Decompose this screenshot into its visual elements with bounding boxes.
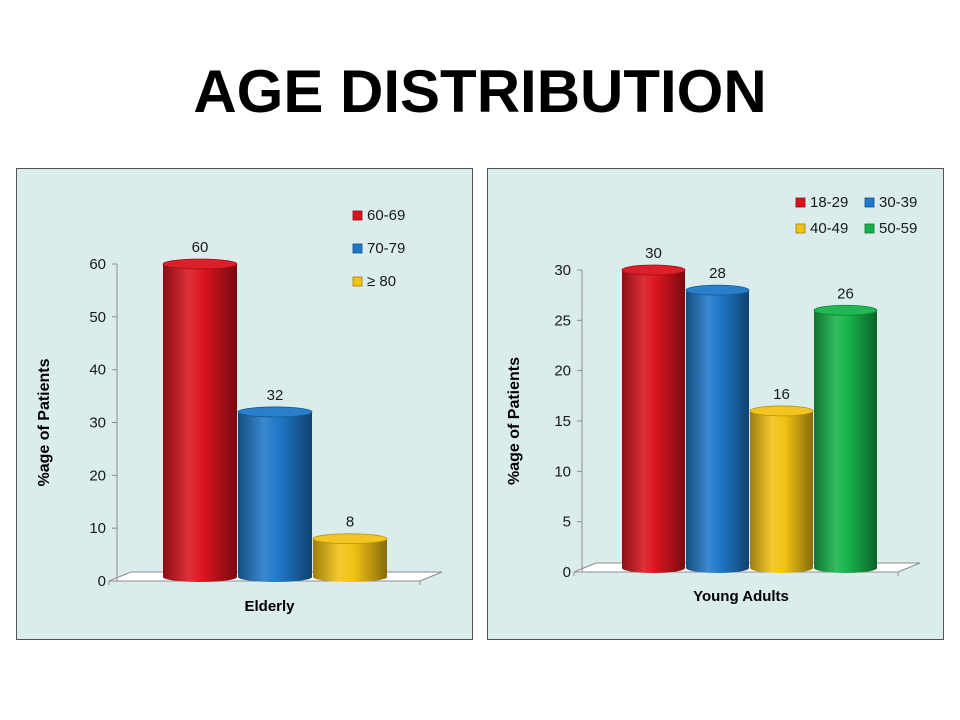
data-label: 16 xyxy=(773,386,790,403)
elderly-bar-chart: 0 10 20 30 40 50 60 %age of Patients Elderly 60 32… xyxy=(36,207,443,615)
y-tick-label: 20 xyxy=(554,363,571,380)
legend-label: 50-59 xyxy=(879,220,917,237)
legend-label: ≥ 80 xyxy=(367,273,396,290)
data-label: 60 xyxy=(192,239,209,256)
data-label: 8 xyxy=(346,514,354,531)
y-axis-title: %age of Patients xyxy=(506,357,523,485)
data-label: 28 xyxy=(709,265,726,282)
x-axis-title: Elderly xyxy=(244,598,295,615)
bar-top-cap xyxy=(685,284,750,296)
y-tick-label: 20 xyxy=(89,467,106,484)
bar-top-cap xyxy=(237,406,313,418)
x-axis-title: Young Adults xyxy=(693,588,789,605)
y-tick-label: 40 xyxy=(89,362,106,379)
legend-swatch xyxy=(864,223,875,234)
data-label: 30 xyxy=(645,245,662,262)
legend-label: 30-39 xyxy=(879,194,917,211)
y-tick-label: 50 xyxy=(89,309,106,326)
legend-label: 70-79 xyxy=(367,240,405,257)
legend-item: 70-79 xyxy=(352,240,405,257)
young-adults-chart-panel: 0 5 10 15 20 25 30 %age of Patients Young Adults… xyxy=(487,168,944,640)
y-axis-title: %age of Patients xyxy=(36,358,53,486)
bar-50-59 xyxy=(813,304,878,573)
legend-swatch xyxy=(352,243,363,254)
legend-item: ≥ 80 xyxy=(352,273,396,290)
bar-top-cap xyxy=(813,304,878,316)
bar-body xyxy=(686,290,749,573)
y-tick-label: 0 xyxy=(98,573,106,590)
legend-item: 30-39 xyxy=(864,194,917,211)
slide-title: AGE DISTRIBUTION xyxy=(193,58,767,125)
y-tick-label: 5 xyxy=(563,514,571,531)
legend-swatch xyxy=(352,210,363,221)
legend-item: 40-49 xyxy=(795,220,848,237)
legend-swatch xyxy=(352,276,363,287)
bar-body xyxy=(622,270,685,573)
y-tick-label: 10 xyxy=(89,520,106,537)
young-adults-bar-chart: 0 5 10 15 20 25 30 %age of Patients Young Adults… xyxy=(506,194,921,605)
bar-body xyxy=(814,310,877,573)
legend-label: 60-69 xyxy=(367,207,405,224)
legend-swatch xyxy=(795,223,806,234)
y-tick-label: 30 xyxy=(554,262,571,279)
bar-70-79 xyxy=(237,406,313,582)
bar-40-49 xyxy=(749,405,814,573)
y-tick-label: 0 xyxy=(563,564,571,581)
bar-body xyxy=(238,411,312,582)
elderly-chart-panel: 0 10 20 30 40 50 60 %age of Patients Elderly 60 32… xyxy=(16,168,473,640)
bar-top-cap xyxy=(749,405,814,417)
bar-80 xyxy=(312,533,388,582)
bar-top-cap xyxy=(621,264,686,276)
bar-body xyxy=(313,538,387,582)
data-label: 32 xyxy=(267,387,284,404)
legend-label: 40-49 xyxy=(810,220,848,237)
data-label: 26 xyxy=(837,285,854,302)
bar-top-cap xyxy=(312,533,388,545)
y-tick-label: 10 xyxy=(554,463,571,480)
legend-swatch xyxy=(795,197,806,208)
bar-30-39 xyxy=(685,284,750,573)
legend-item: 18-29 xyxy=(795,194,848,211)
bar-body xyxy=(163,264,237,582)
y-tick-label: 25 xyxy=(554,312,571,329)
bar-top-cap xyxy=(162,258,238,270)
legend-item: 60-69 xyxy=(352,207,405,224)
legend-label: 18-29 xyxy=(810,194,848,211)
y-tick-label: 30 xyxy=(89,415,106,432)
bar-18-29 xyxy=(621,264,686,573)
bar-60-69 xyxy=(162,258,238,582)
y-tick-label: 15 xyxy=(554,413,571,430)
legend-swatch xyxy=(864,197,875,208)
bar-body xyxy=(750,410,813,573)
y-tick-label: 60 xyxy=(89,256,106,273)
legend-item: 50-59 xyxy=(864,220,917,237)
